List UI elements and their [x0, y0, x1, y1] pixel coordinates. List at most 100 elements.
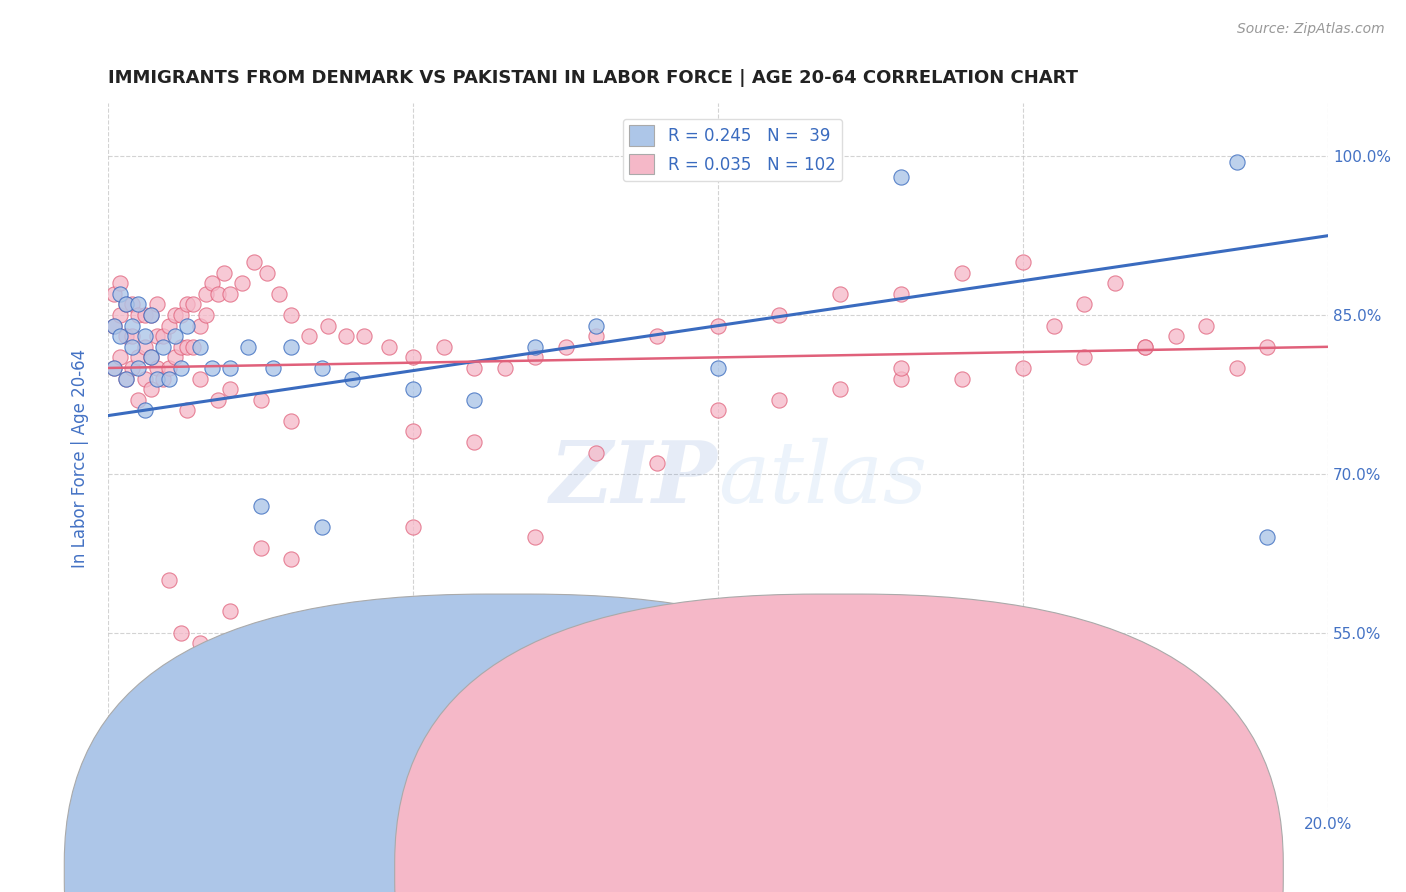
- Point: [183, 340, 205, 354]
- Point: [157, 318, 180, 333]
- Point: [402, 520, 425, 534]
- Point: [157, 699, 180, 714]
- Point: [176, 297, 198, 311]
- Point: [134, 371, 156, 385]
- Point: [108, 351, 131, 365]
- Y-axis label: In Labor Force | Age 20-64: In Labor Force | Age 20-64: [72, 349, 89, 567]
- Point: [1133, 340, 1156, 354]
- Point: [194, 308, 217, 322]
- Point: [249, 499, 271, 513]
- Point: [188, 318, 211, 333]
- Point: [157, 371, 180, 385]
- Point: [524, 351, 547, 365]
- Point: [121, 361, 143, 376]
- Point: [238, 340, 260, 354]
- Text: IMMIGRANTS FROM DENMARK VS PAKISTANI IN LABOR FORCE | AGE 20-64 CORRELATION CHAR: IMMIGRANTS FROM DENMARK VS PAKISTANI IN …: [108, 69, 1078, 87]
- Point: [828, 382, 851, 396]
- Point: [146, 371, 169, 385]
- Point: [115, 371, 138, 385]
- Point: [554, 340, 576, 354]
- Point: [249, 392, 271, 407]
- Point: [128, 361, 150, 376]
- Point: [1042, 318, 1064, 333]
- Point: [103, 361, 125, 376]
- Point: [262, 361, 284, 376]
- Point: [768, 392, 790, 407]
- Point: [280, 414, 302, 428]
- Point: [1256, 530, 1278, 544]
- Point: [243, 255, 266, 269]
- Point: [280, 551, 302, 566]
- Point: [280, 340, 302, 354]
- Point: [108, 286, 131, 301]
- Point: [463, 392, 485, 407]
- Point: [950, 266, 973, 280]
- Point: [707, 403, 730, 417]
- Point: [950, 371, 973, 385]
- Point: [115, 297, 138, 311]
- Point: [707, 318, 730, 333]
- Point: [139, 382, 162, 396]
- Point: [134, 340, 156, 354]
- Point: [194, 286, 217, 301]
- Point: [183, 297, 205, 311]
- Point: [1012, 361, 1035, 376]
- Point: [219, 382, 242, 396]
- Point: [128, 297, 150, 311]
- Point: [134, 329, 156, 343]
- Point: [115, 371, 138, 385]
- Text: Pakistanis: Pakistanis: [898, 860, 974, 874]
- Point: [165, 329, 187, 343]
- Point: [1133, 340, 1156, 354]
- Text: Immigrants from Denmark: Immigrants from Denmark: [489, 860, 693, 874]
- Point: [524, 340, 547, 354]
- Point: [494, 361, 516, 376]
- Point: [170, 340, 193, 354]
- Point: [152, 340, 174, 354]
- Point: [219, 361, 242, 376]
- Point: [103, 318, 125, 333]
- Point: [139, 351, 162, 365]
- Point: [432, 340, 454, 354]
- Point: [121, 340, 143, 354]
- Point: [768, 308, 790, 322]
- Point: [170, 625, 193, 640]
- Point: [188, 371, 211, 385]
- Point: [207, 392, 229, 407]
- Point: [402, 425, 425, 439]
- Point: [170, 361, 193, 376]
- Point: [146, 297, 169, 311]
- Point: [188, 636, 211, 650]
- Point: [311, 361, 333, 376]
- Point: [165, 351, 187, 365]
- Point: [128, 351, 150, 365]
- Point: [1073, 297, 1095, 311]
- Point: [256, 266, 278, 280]
- Point: [1012, 255, 1035, 269]
- Point: [1226, 154, 1249, 169]
- Point: [134, 308, 156, 322]
- Point: [585, 318, 607, 333]
- Point: [146, 361, 169, 376]
- Point: [890, 286, 912, 301]
- Point: [298, 329, 321, 343]
- Point: [201, 361, 224, 376]
- Point: [139, 308, 162, 322]
- Text: Source: ZipAtlas.com: Source: ZipAtlas.com: [1237, 22, 1385, 37]
- Point: [1195, 318, 1218, 333]
- Point: [108, 308, 131, 322]
- Point: [231, 277, 253, 291]
- Text: ZIP: ZIP: [550, 437, 718, 521]
- Point: [170, 308, 193, 322]
- Point: [311, 520, 333, 534]
- Point: [463, 361, 485, 376]
- Point: [340, 371, 363, 385]
- Point: [828, 286, 851, 301]
- Point: [103, 318, 125, 333]
- Point: [176, 318, 198, 333]
- Point: [121, 329, 143, 343]
- Point: [176, 340, 198, 354]
- Point: [212, 266, 235, 280]
- Legend: R = 0.245   N =  39, R = 0.035   N = 102: R = 0.245 N = 39, R = 0.035 N = 102: [623, 119, 842, 181]
- Point: [353, 329, 375, 343]
